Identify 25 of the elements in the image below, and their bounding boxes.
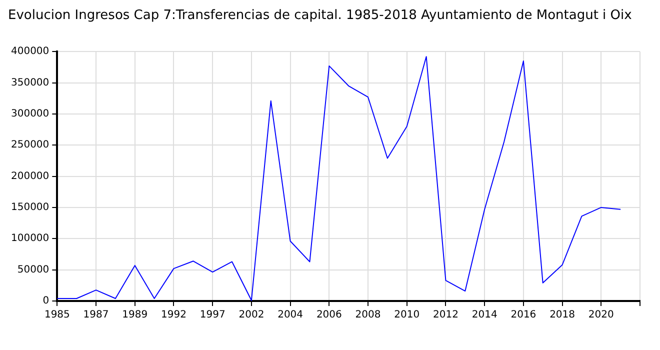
x-tick-label: 2020 [588, 310, 614, 321]
x-tick-label: 2010 [394, 310, 420, 321]
x-tick-label: 1987 [83, 310, 109, 321]
y-tick-label: 0 [42, 296, 50, 307]
y-tick-label: 350000 [10, 77, 50, 88]
x-tick-label: 2006 [316, 310, 342, 321]
x-tick-label: 1997 [200, 310, 226, 321]
y-tick-label: 100000 [10, 233, 50, 244]
y-tick-label: 150000 [10, 202, 50, 214]
x-tick-label: 2016 [510, 310, 536, 321]
x-tick-label: 2004 [278, 310, 304, 321]
y-tick-label: 400000 [10, 46, 50, 58]
x-tick-label: 1985 [44, 310, 70, 321]
y-tick-label: 50000 [17, 264, 50, 276]
y-tick-label: 200000 [10, 170, 50, 182]
x-tick-label: 2002 [238, 310, 264, 321]
chart-title: Evolucion Ingresos Cap 7:Transferencias de capital. 1985-2018 Ayuntamiento de Montagut i Oix [8, 8, 632, 24]
x-tick-label: 2008 [355, 310, 381, 321]
x-tick-label: 2012 [433, 310, 458, 321]
x-tick-label: 1992 [161, 310, 186, 321]
x-tick-label: 1989 [122, 310, 148, 321]
x-tick-label: 2018 [550, 310, 576, 321]
x-tick-label: 2014 [472, 310, 498, 321]
y-tick-label: 250000 [10, 140, 50, 151]
y-tick-label: 300000 [10, 108, 50, 120]
